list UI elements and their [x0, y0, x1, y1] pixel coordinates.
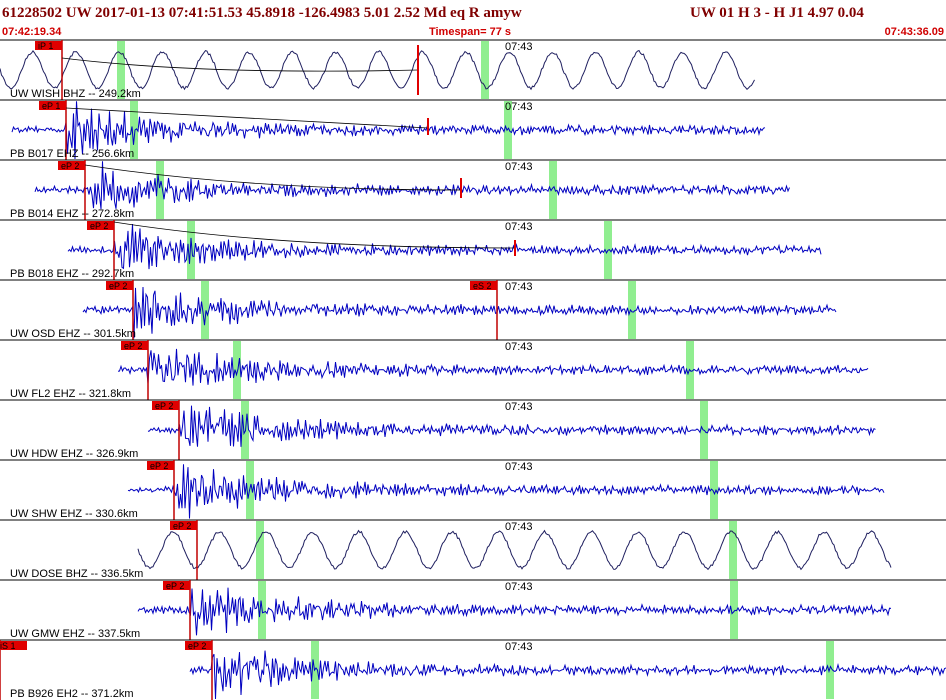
pick-label: iP 1: [38, 41, 53, 51]
waveform: [11, 101, 766, 160]
start-time: 07:42:19.34: [2, 26, 62, 38]
time-mark: 07:43: [505, 401, 533, 413]
pick-label: eP 2: [124, 341, 142, 351]
pick-label: eP 2: [61, 161, 79, 171]
pick-label: eP 2: [150, 461, 168, 471]
pick-flag: [147, 461, 174, 470]
waveform: [82, 286, 837, 339]
phase-window: [710, 461, 718, 519]
phase-window: [130, 101, 138, 159]
pick-flag: [185, 641, 212, 650]
trace-label: PB B014 EHZ -- 272.8km: [10, 208, 134, 220]
station-info: UW 01 H 3 - H J1 4.97 0.04: [690, 5, 864, 21]
pick-flag: [152, 401, 179, 410]
trace-label: UW FL2 EHZ -- 321.8km: [10, 388, 131, 400]
time-mark: 07:43: [505, 581, 533, 593]
waveform: [137, 587, 892, 636]
time-mark: 07:43: [505, 461, 533, 473]
timespan: Timespan= 77 s: [429, 26, 511, 38]
trace-label: UW GMW EHZ -- 337.5km: [10, 628, 140, 640]
phase-window: [504, 101, 512, 159]
pick-label: iS 1: [0, 641, 16, 651]
phase-window: [481, 41, 489, 99]
pick-flag: [121, 341, 148, 350]
phase-window: [549, 161, 557, 219]
pick-flag: [35, 41, 62, 50]
phase-window: [201, 281, 209, 339]
pick-label: eP 2: [173, 521, 191, 531]
phase-window: [156, 161, 164, 219]
trace-label: PB B926 EH2 -- 371.2km: [10, 688, 134, 700]
trace-label: PB B017 EHZ -- 256.6km: [10, 148, 134, 160]
waveform: [137, 529, 892, 571]
pick-label: eP 2: [188, 641, 206, 651]
trace-label: PB B018 EHZ -- 292.7km: [10, 268, 134, 280]
time-mark: 07:43: [505, 161, 533, 173]
pick-label: eP 2: [109, 281, 127, 291]
time-mark: 07:43: [505, 41, 533, 53]
pick-label: eP 1: [42, 101, 60, 111]
trace-label: UW WISH BHZ -- 249.2km: [10, 88, 141, 100]
phase-window: [233, 341, 241, 399]
waveform: [189, 650, 946, 700]
phase-window: [826, 641, 834, 699]
trace-label: UW SHW EHZ -- 330.6km: [10, 508, 138, 520]
pick-label: eP 2: [166, 581, 184, 591]
pick-flag: [39, 101, 66, 110]
phase-window: [256, 521, 264, 579]
travel-time-curve: [61, 57, 516, 249]
trace-label: UW HDW EHZ -- 326.9km: [10, 448, 138, 460]
pick-label: eP 2: [90, 221, 108, 231]
phase-window: [117, 41, 125, 99]
waveform: [0, 49, 755, 91]
waveform: [34, 161, 790, 210]
waveform: [127, 464, 885, 519]
time-mark: 07:43: [505, 641, 533, 653]
waveform: [67, 223, 822, 270]
phase-window: [241, 401, 249, 459]
time-mark: 07:43: [505, 101, 533, 113]
trace-label: UW DOSE BHZ -- 336.5km: [10, 568, 143, 580]
end-time: 07:43:36.09: [885, 26, 944, 38]
phase-window: [729, 521, 737, 579]
time-mark: 07:43: [505, 281, 533, 293]
pick-flag: [106, 281, 133, 290]
pick-flag: [58, 161, 85, 170]
pick-flag: [163, 581, 190, 590]
phase-window: [628, 281, 636, 339]
pick-label: eP 2: [155, 401, 173, 411]
phase-window: [730, 581, 738, 639]
waveform: [147, 405, 876, 447]
pick-flag: [0, 641, 27, 650]
time-mark: 07:43: [505, 521, 533, 533]
event-info: 61228502 UW 2017-01-13 07:41:51.53 45.89…: [2, 5, 522, 21]
time-mark: 07:43: [505, 341, 533, 353]
time-mark: 07:43: [505, 221, 533, 233]
pick-flag: [470, 281, 497, 290]
waveform: [117, 348, 869, 386]
pick-label: eS 2: [473, 281, 492, 291]
pick-flag: [170, 521, 197, 530]
trace-label: UW OSD EHZ -- 301.5km: [10, 328, 136, 340]
phase-window: [187, 221, 195, 279]
pick-flag: [87, 221, 114, 230]
